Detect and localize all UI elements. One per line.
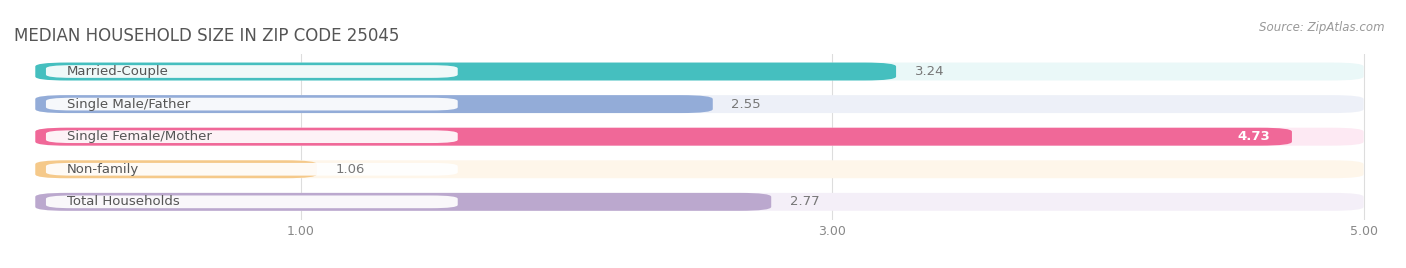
FancyBboxPatch shape (35, 160, 316, 178)
Text: 1.06: 1.06 (336, 163, 366, 176)
Text: Single Male/Father: Single Male/Father (67, 98, 190, 111)
FancyBboxPatch shape (35, 160, 1364, 178)
Text: Non-family: Non-family (67, 163, 139, 176)
Text: 2.55: 2.55 (731, 98, 761, 111)
FancyBboxPatch shape (35, 128, 1292, 146)
FancyBboxPatch shape (35, 193, 1364, 211)
Text: Single Female/Mother: Single Female/Mother (67, 130, 212, 143)
FancyBboxPatch shape (46, 163, 458, 176)
Text: 3.24: 3.24 (915, 65, 945, 78)
FancyBboxPatch shape (46, 130, 458, 143)
FancyBboxPatch shape (35, 128, 1364, 146)
FancyBboxPatch shape (35, 95, 713, 113)
Text: Source: ZipAtlas.com: Source: ZipAtlas.com (1260, 21, 1385, 35)
Text: MEDIAN HOUSEHOLD SIZE IN ZIP CODE 25045: MEDIAN HOUSEHOLD SIZE IN ZIP CODE 25045 (14, 27, 399, 46)
FancyBboxPatch shape (46, 195, 458, 208)
FancyBboxPatch shape (46, 98, 458, 110)
FancyBboxPatch shape (35, 193, 772, 211)
Text: Total Households: Total Households (67, 195, 180, 208)
FancyBboxPatch shape (35, 95, 1364, 113)
Text: 2.77: 2.77 (790, 195, 820, 208)
Text: Married-Couple: Married-Couple (67, 65, 169, 78)
Text: 4.73: 4.73 (1237, 130, 1271, 143)
FancyBboxPatch shape (46, 65, 458, 78)
FancyBboxPatch shape (35, 62, 1364, 80)
FancyBboxPatch shape (35, 62, 896, 80)
